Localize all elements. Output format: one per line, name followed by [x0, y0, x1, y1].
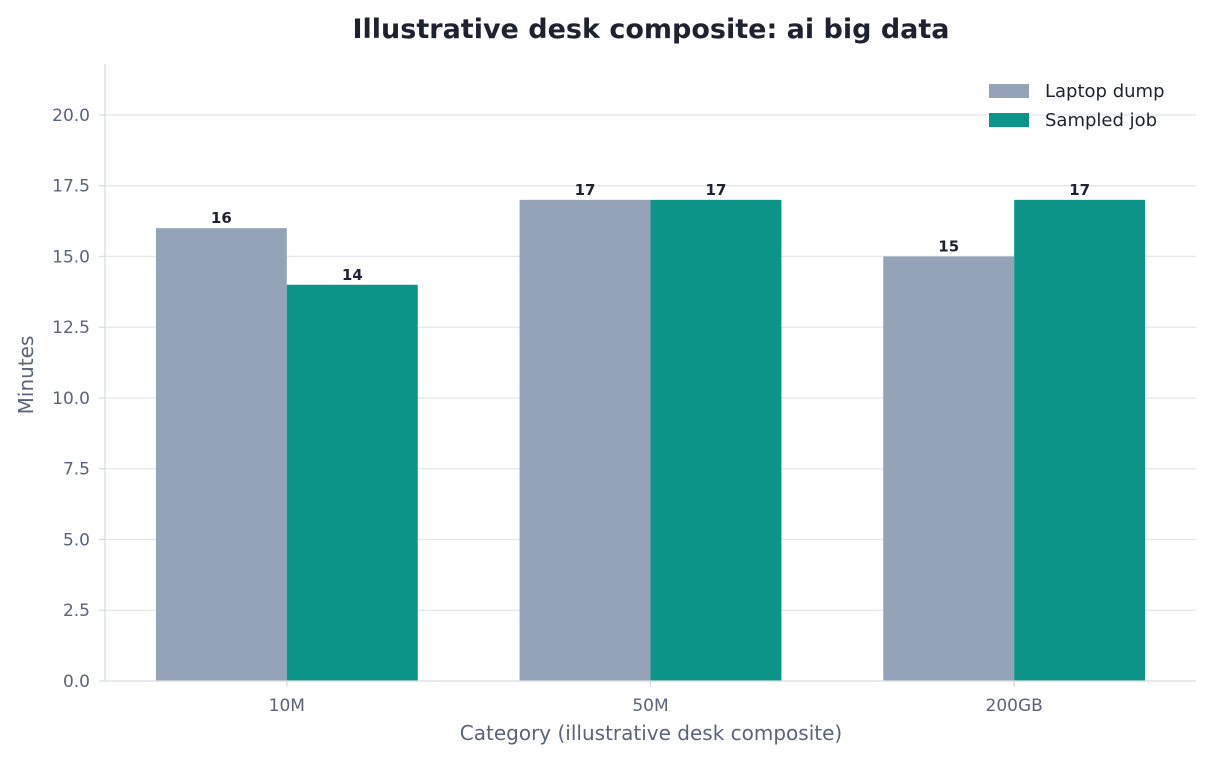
y-tick-label: 15.0	[52, 247, 90, 267]
bar	[519, 199, 651, 681]
x-tick-label: 10M	[269, 696, 305, 716]
y-tick-label: 12.5	[52, 318, 90, 338]
bar-value-label: 16	[211, 209, 232, 227]
chart-title: Illustrative desk composite: ai big data	[353, 14, 950, 45]
bar	[650, 199, 782, 681]
legend-label: Laptop dump	[1045, 81, 1165, 102]
x-tick-label: 200GB	[986, 696, 1043, 716]
bar-value-label: 15	[938, 237, 959, 255]
bar	[883, 256, 1015, 681]
x-axis-label: Category (illustrative desk composite)	[460, 721, 842, 745]
y-tick-label: 5.0	[63, 530, 90, 550]
y-tick-label: 20.0	[52, 106, 90, 126]
bar-value-label: 17	[1069, 181, 1090, 199]
y-tick-label: 2.5	[63, 601, 90, 621]
legend-swatch	[989, 84, 1029, 98]
legend-swatch	[989, 113, 1029, 127]
bar-value-label: 14	[342, 266, 363, 284]
bar	[286, 284, 418, 681]
legend-label: Sampled job	[1045, 110, 1157, 131]
bar	[1014, 199, 1146, 681]
y-tick-label: 7.5	[63, 460, 90, 480]
bars: 16 14 17 17 15 17	[155, 181, 1146, 682]
y-tick-label: 0.0	[63, 672, 90, 692]
y-tick-label: 17.5	[52, 177, 90, 197]
legend: Laptop dump Sampled job	[989, 81, 1165, 131]
y-axis-label: Minutes	[14, 336, 38, 415]
bar	[155, 228, 287, 682]
bar-value-label: 17	[706, 181, 727, 199]
x-tick-label: 50M	[632, 696, 668, 716]
axes: 0.0 2.5 5.0 7.5 10.0 12.5 15.0 17.5 20.0 10M 50M 20…	[52, 64, 1196, 716]
y-tick-label: 10.0	[52, 389, 90, 409]
bar-value-label: 17	[575, 181, 596, 199]
